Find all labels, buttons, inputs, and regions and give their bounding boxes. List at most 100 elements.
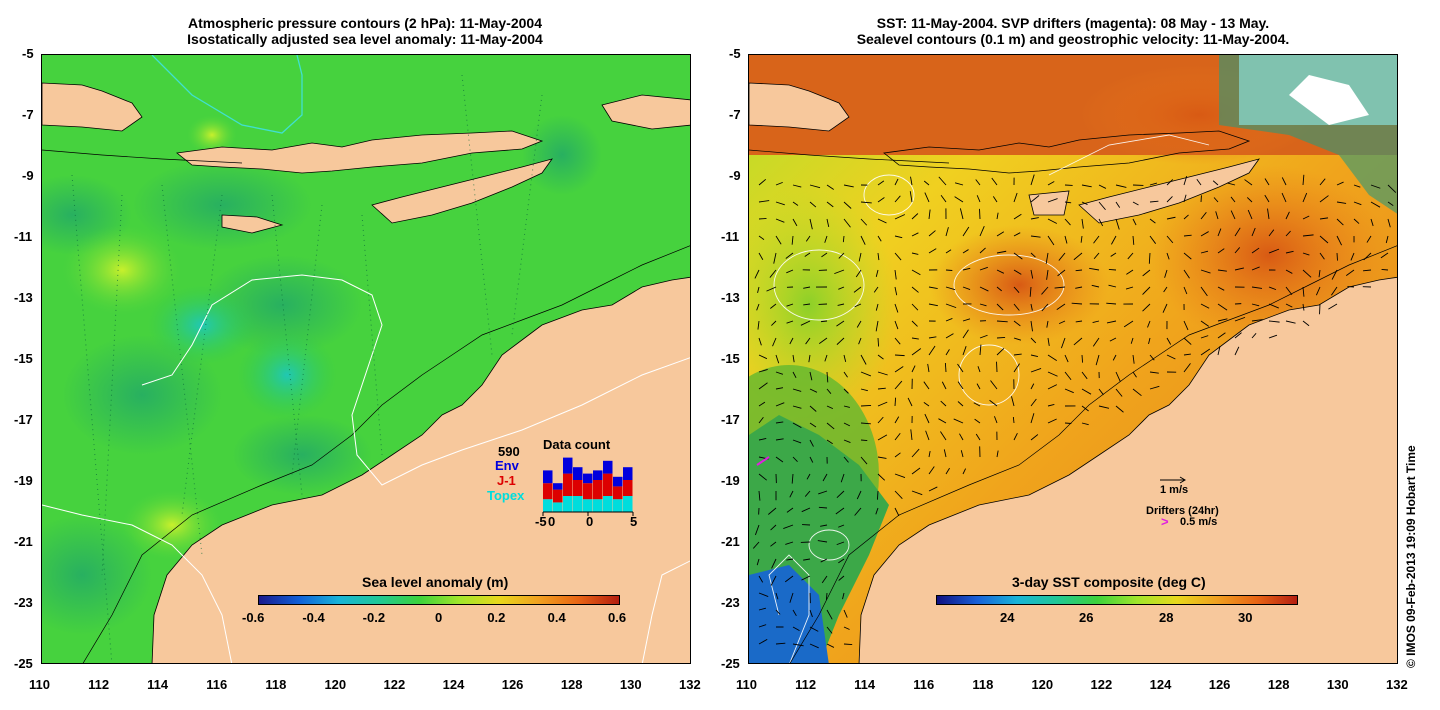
sla-colorbar: [258, 595, 620, 605]
nusa-tenggara-outline: [883, 130, 1251, 174]
data-count-bar-topex: [573, 496, 583, 512]
legend-topex: Topex: [487, 488, 525, 503]
lat-label: -9: [729, 168, 741, 183]
lon-label: 112: [795, 677, 817, 692]
australia-land: [858, 276, 1397, 663]
lon-label: 112: [88, 677, 110, 692]
dc-xlabel-3: 5: [630, 514, 638, 529]
data-count-bar-j1: [583, 483, 593, 500]
data-count-total: 590: [498, 444, 520, 459]
lon-label: 122: [383, 677, 406, 692]
sla-tick-label: 0.4: [547, 610, 566, 625]
lat-label: -7: [22, 107, 34, 122]
sst-tick-label: 24: [1000, 610, 1015, 625]
data-count-bar-j1: [593, 480, 603, 500]
scale-label: 1 m/s: [1160, 484, 1189, 496]
scale-arrow: [1160, 476, 1186, 484]
lon-label: 120: [1031, 677, 1054, 692]
lat-label: -5: [729, 46, 741, 61]
drifter-trace: [756, 456, 770, 466]
data-count-bar-j1: [603, 473, 613, 496]
java-land: [749, 82, 850, 132]
sea-level-anomaly-map-svg: [42, 55, 690, 663]
data-count-bar-env: [573, 467, 583, 480]
bathymetry-contour: [42, 149, 690, 663]
data-count-bar-env: [583, 473, 593, 484]
data-count-chart: [542, 457, 634, 516]
sst-colorbar-title: 3-day SST composite (deg C): [1012, 574, 1206, 590]
lon-label: 110: [736, 677, 757, 692]
nusa-tenggara-land: [176, 130, 544, 174]
satellite-tracks: [71, 74, 543, 663]
legend-env: Env: [495, 458, 519, 473]
sea-level-contours: [768, 134, 1210, 663]
lon-label: 114: [854, 677, 876, 692]
data-count-bar-topex: [593, 499, 603, 512]
lon-label: 126: [1208, 677, 1231, 692]
copyright-notice: © IMOS 09-Feb-2013 19:09 Hobart Time: [1404, 445, 1418, 668]
data-count-bar-env: [613, 476, 623, 487]
lat-label: -13: [721, 290, 740, 305]
dc-xlabel-0: -5: [535, 514, 547, 529]
lon-label: 114: [147, 677, 169, 692]
pressure-contour-3: [641, 560, 690, 663]
sst-colorbar: [936, 595, 1298, 605]
lat-label: -19: [721, 473, 740, 488]
lon-label: 124: [442, 677, 465, 692]
sla-tick-label: -0.4: [302, 610, 325, 625]
drifter-symbol: >: [1161, 514, 1169, 529]
lat-label: -23: [721, 595, 740, 610]
data-count-bar-env: [563, 457, 573, 474]
lat-label: -9: [22, 168, 34, 183]
lon-label: 128: [560, 677, 583, 692]
sst-tick-label: 26: [1079, 610, 1094, 625]
lat-label: -11: [721, 229, 740, 244]
lat-label: -7: [729, 107, 741, 122]
data-count-bar-topex: [543, 499, 553, 512]
lon-label: 132: [1386, 677, 1408, 692]
sst-tick-label: 28: [1159, 610, 1174, 625]
sla-colorbar-title: Sea level anomaly (m): [362, 574, 509, 590]
dc-xlabel-1: 0: [548, 514, 556, 529]
data-count-bar-topex: [553, 502, 563, 512]
lon-label: 122: [1090, 677, 1113, 692]
lon-label: 116: [206, 677, 228, 692]
drifters-label: Drifters (24hr): [1146, 505, 1219, 517]
lon-label: 120: [324, 677, 347, 692]
lat-label: -15: [721, 351, 740, 366]
data-count-bar-topex: [603, 496, 613, 512]
data-count-bar-env: [543, 470, 553, 484]
timor-land: [371, 158, 553, 224]
sla-tick-label: 0.6: [608, 610, 627, 625]
lat-label: -15: [14, 351, 33, 366]
sst-map[interactable]: [748, 54, 1398, 664]
drifters-speed: 0.5 m/s: [1180, 516, 1218, 528]
sla-tick-label: 0: [435, 610, 443, 625]
lon-label: 118: [265, 677, 287, 692]
islands-ne-land: [601, 94, 690, 130]
sst-tick-label: 30: [1238, 610, 1253, 625]
data-count-title: Data count: [543, 437, 611, 452]
lat-label: -25: [721, 656, 740, 671]
lon-label: 124: [1149, 677, 1172, 692]
cloud-masked-area: [1219, 55, 1397, 214]
lat-label: -17: [721, 412, 740, 427]
data-count-bar-env: [603, 460, 613, 474]
sea-level-anomaly-map[interactable]: [41, 54, 691, 664]
lat-label: -21: [14, 534, 33, 549]
lat-label: -13: [14, 290, 33, 305]
lat-label: -19: [14, 473, 33, 488]
pressure-contour-1: [141, 274, 690, 486]
lat-label: -17: [14, 412, 33, 427]
data-count-bar-topex: [583, 499, 593, 512]
geostrophic-velocity-arrows: [752, 174, 1397, 649]
data-count-bar-env: [553, 483, 563, 490]
left-title-line1: Atmospheric pressure contours (2 hPa): 1…: [187, 15, 542, 31]
pressure-contour-cyan: [151, 55, 303, 134]
lon-label: 128: [1267, 677, 1290, 692]
data-count-bar-env: [593, 470, 603, 480]
lon-label: 130: [619, 677, 642, 692]
data-count-bar-topex: [563, 496, 573, 512]
data-count-bar-j1: [563, 473, 573, 496]
lon-label: 130: [1326, 677, 1349, 692]
